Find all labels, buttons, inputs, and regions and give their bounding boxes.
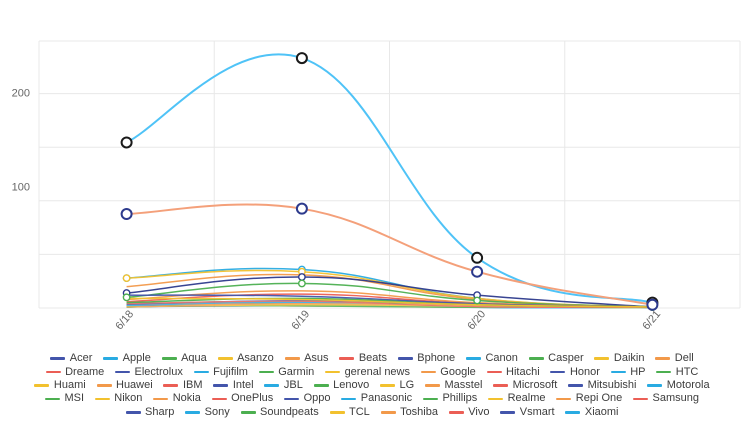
svg-text:100: 100	[12, 182, 30, 194]
svg-text:6/18: 6/18	[113, 308, 136, 332]
svg-text:6/20: 6/20	[465, 308, 488, 332]
svg-text:6/21: 6/21	[640, 308, 663, 332]
svg-text:6/19: 6/19	[289, 308, 312, 332]
svg-text:200: 200	[12, 88, 30, 100]
